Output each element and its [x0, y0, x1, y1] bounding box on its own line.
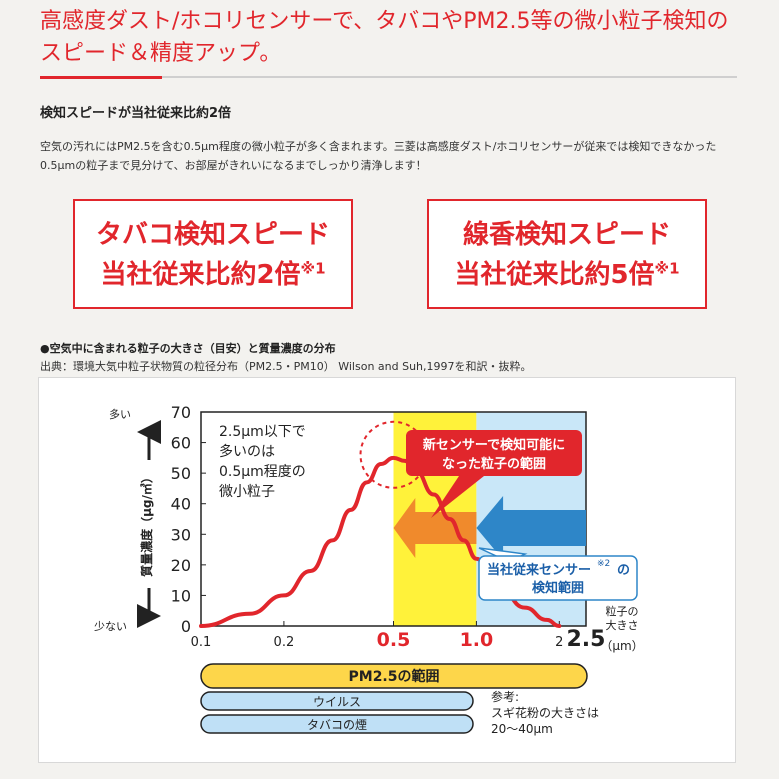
x-axis-label-mid: 大きさ [606, 618, 639, 632]
incense-box-line2-wrap: 当社従来比約5倍※1 [429, 255, 705, 295]
tobacco-box-note: ※1 [300, 259, 326, 278]
orange-arrow [393, 498, 477, 558]
old-sensor-callout-text2: 検知範囲 [532, 580, 584, 596]
tobacco-box-line2: 当社従来比約2倍 [100, 260, 301, 290]
chart-source: 出典：環境大気中粒子状物質の粒径分布（PM2.5・PM10） Wilson an… [40, 360, 532, 373]
range-bar-label: PM2.5の範囲 [349, 668, 440, 685]
section-subhead: 検知スピードが当社従来比約2倍 [40, 106, 232, 121]
old-sensor-callout [478, 555, 638, 601]
peak-annotation-line: 2.5μm以下で [219, 424, 306, 440]
x-tick-label: 2 [555, 635, 563, 650]
pollen-note-line: 20〜40μm [491, 722, 553, 736]
chart-frame: 0 10 20 30 40 50 60 70 0.1 0.2 0.5 1.0 2 2.5 多い少ない 質量濃度… [38, 377, 736, 763]
incense-box-line1: 線香検知スピード [462, 220, 671, 250]
pollen-note-line: スギ花粉の大きさは [491, 705, 599, 720]
x-tick-label: 0.2 [274, 635, 295, 650]
y-axis-label: 質量濃度（μg/㎥） [139, 471, 154, 577]
section-body: 空気の汚れにはPM2.5を含む0.5μm程度の微小粒子が多く含まれます。三菱は高… [40, 140, 717, 172]
peak-annotation-line: 微小粒子 [219, 484, 275, 500]
x-tick-label: 1.0 [460, 629, 494, 651]
y-top-label: 多い [109, 407, 131, 421]
x-axis-label-top: 粒子の [606, 604, 639, 618]
tobacco-box-line2-wrap: 当社従来比約2倍※1 [75, 255, 351, 295]
tobacco-speed-box: タバコ検知スピード 当社従来比約2倍※1 [73, 199, 353, 309]
y-bottom-label: 少ない [94, 620, 127, 633]
peak-annotation-line: 多いのは [219, 443, 275, 460]
new-sensor-callout-text: 新センサーで検知可能に [423, 437, 565, 453]
y-tick-label: 70 [171, 403, 191, 422]
x-tick-label: 0.1 [191, 635, 212, 650]
incense-box-line2: 当社従来比約5倍 [454, 260, 655, 290]
old-sensor-callout-suffix: の [617, 563, 630, 578]
y-tick-label: 50 [171, 464, 191, 483]
incense-box-note: ※1 [654, 259, 680, 278]
y-tick-label: 30 [171, 525, 191, 544]
new-sensor-callout [406, 430, 582, 476]
range-bar [200, 663, 588, 689]
range-bar-label: ウイルス [313, 695, 361, 709]
incense-speed-box: 線香検知スピード 当社従来比約5倍※1 [427, 199, 707, 309]
range-bar-label: タバコの煙 [307, 718, 367, 732]
range-bar [200, 691, 474, 711]
peak-annotation-line: 0.5μm程度の [219, 464, 306, 480]
x-axis-unit: （μm） [600, 639, 643, 653]
page-title: 高感度ダスト/ホコリセンサーで、タバコやPM2.5等の微小粒子検知のスピード＆精… [40, 9, 729, 66]
x-tick-label: 0.5 [377, 629, 411, 651]
y-tick-label: 20 [171, 556, 191, 575]
old-sensor-callout-note: ※2 [597, 559, 610, 569]
y-tick-label: 40 [171, 495, 191, 514]
blue-arrow [476, 496, 586, 560]
new-sensor-callout-text: なった粒子の範囲 [442, 456, 546, 472]
pollen-note-line: 参考: [491, 689, 519, 704]
x-tick-label: 2.5 [567, 627, 606, 652]
new-sensor-callout-tail [431, 476, 484, 518]
old-sensor-callout-text: 当社従来センサー [487, 562, 591, 578]
y-tick-label: 60 [171, 434, 191, 453]
title-rule [40, 76, 737, 78]
title-rule-accent [40, 76, 162, 79]
chart-title: ●空気中に含まれる粒子の大きさ（目安）と質量濃度の分布 [40, 342, 336, 355]
y-tick-label: 10 [171, 586, 191, 605]
range-bar [200, 714, 474, 734]
y-tick-label: 0 [181, 617, 191, 636]
tobacco-box-line1: タバコ検知スピード [95, 220, 330, 250]
